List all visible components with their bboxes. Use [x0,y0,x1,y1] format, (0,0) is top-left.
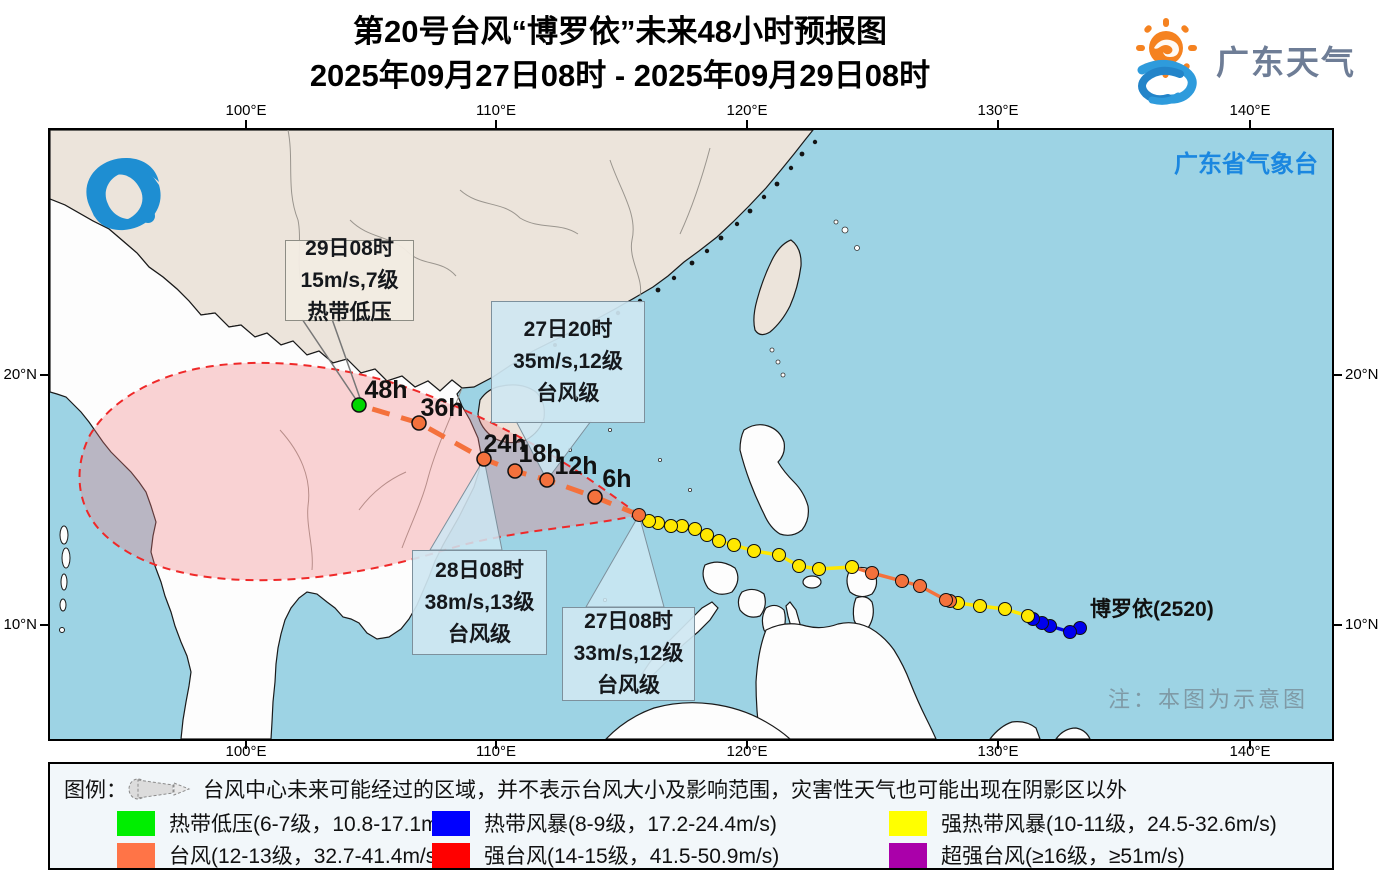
tick-bottom-120e [746,741,748,749]
track-point [712,534,726,548]
lon-label-bottom-110e: 110°E [476,743,516,760]
track-point [1063,625,1077,639]
track-point [700,528,714,542]
legend-title: 图例： [64,779,127,802]
tick-bottom-100e [245,741,247,749]
track-point [727,538,741,552]
track-point [632,508,646,522]
lon-label-top-140e: 140°E [1229,102,1271,119]
weather-brand-icon [1136,18,1197,105]
forecast-hour-label-12h: 12h [554,452,597,480]
tick-right-20n [1334,374,1342,376]
lat-label-left-10n: 10°N [3,616,37,633]
ty-label: 台风(12-13级，32.7-41.4m/s) [169,845,444,868]
legend-item-ts: 热带风暴(8-9级，17.2-24.4m/s) [432,810,777,836]
meteo-typhoon-logo-icon [86,158,161,231]
tick-left-10n [40,624,48,626]
ts-label: 热带风暴(8-9级，17.2-24.4m/s) [484,813,777,836]
tick-top-130e [997,120,999,128]
track-point [792,559,806,573]
tick-top-140e [1249,120,1251,128]
sty-swatch [432,842,470,868]
forecast-hour-label-18h: 18h [518,440,561,468]
andaman-islands [59,525,71,633]
lat-label-right-20n: 20°N [1345,366,1379,383]
land-taiwan [753,239,802,336]
forecast-point-24h [476,451,492,467]
track-point [939,593,953,607]
legend-cone-row: 图例： 台风中心未来可能经过的区域，并不表示台风大小及影响范围，灾害性天气也可能… [64,774,1127,804]
track-point [772,548,786,562]
lon-label-top-120e: 120°E [726,102,768,119]
forecast-point-6h [587,489,603,505]
lat-label-left-20n: 20°N [3,366,37,383]
track-point [865,566,879,580]
track-point [895,574,909,588]
ty-swatch [117,842,155,868]
track-point [973,599,987,613]
lon-label-top-110e: 110°E [476,102,516,119]
legend-item-sty: 强台风(14-15级，41.5-50.9m/s) [432,842,779,868]
tick-bottom-140e [1249,741,1251,749]
legend-item-ty: 台风(12-13级，32.7-41.4m/s) [117,842,443,868]
lon-label-bottom-120e: 120°E [726,743,768,760]
sty-label: 强台风(14-15级，41.5-50.9m/s) [484,845,780,868]
lon-label-bottom-140e: 140°E [1229,743,1271,760]
tick-right-10n [1334,624,1342,626]
track-point [845,560,859,574]
page-title: 第20号台风“博罗依”未来48小时预报图 2025年09月27日08时 - 20… [40,10,1200,98]
super-ty-swatch [889,842,927,868]
forecast-hour-label-36h: 36h [420,394,463,422]
callout-connectors [301,318,665,608]
forecast-hour-label-24h: 24h [483,430,526,458]
track-point [688,522,702,536]
lon-label-bottom-100e: 100°E [225,743,267,760]
legend-item-td: 热带低压(6-7级，10.8-17.1m/s) [117,810,462,836]
forecast-point-36h [411,415,427,431]
legend-item-super-ty: 超强台风(≥16级，≥51m/s) [889,842,1185,868]
track-point [998,602,1012,616]
lon-label-top-100e: 100°E [225,102,267,119]
forecast-hour-label-6h: 6h [602,465,631,493]
tick-top-120e [746,120,748,128]
legend-cone-note: 台风中心未来可能经过的区域，并不表示台风大小及影响范围，灾害性天气也可能出现在阴… [203,779,1127,802]
ts-swatch [432,810,470,836]
track-point [664,519,678,533]
brand-logo: 广东天气 [1118,12,1368,108]
forecast-point-12h [539,472,555,488]
sts-swatch [889,810,927,836]
land-indochina [49,198,482,740]
super-ty-label: 超强台风(≥16级，≥51m/s) [941,845,1185,868]
brand-name: 广东天气 [1216,44,1356,81]
track-point [812,562,826,576]
lon-label-top-130e: 130°E [977,102,1019,119]
forecast-point-18h [507,463,523,479]
track-point [913,579,927,593]
title-line1: 第20号台风“博罗依”未来48小时预报图 [353,14,887,49]
storm-name-label: 博罗依(2520) [1090,597,1214,621]
cone-legend-icon [128,778,191,800]
admin-borders [279,129,711,571]
legend-panel: 图例： 台风中心未来可能经过的区域，并不表示台风大小及影响范围，灾害性天气也可能… [48,762,1334,870]
legend-item-sts: 强热带风暴(10-11级，24.5-32.6m/s) [889,810,1277,836]
track-point [1021,609,1035,623]
lon-label-bottom-130e: 130°E [977,743,1019,760]
land-philippines [604,424,1091,740]
tick-bottom-130e [997,741,999,749]
tick-top-100e [245,120,247,128]
td-swatch [117,810,155,836]
tick-bottom-110e [495,741,497,749]
track-point [747,544,761,558]
title-line2: 2025年09月27日08时 - 2025年09月29日08时 [309,58,931,93]
forecast-map: 6h 12h 18h 24h 36h 48h 博罗依(2520) [48,128,1334,741]
lat-label-right-10n: 10°N [1345,616,1379,633]
tick-top-110e [495,120,497,128]
td-label: 热带低压(6-7级，10.8-17.1m/s) [169,813,462,836]
sts-label: 强热带风暴(10-11级，24.5-32.6m/s) [941,813,1277,836]
tick-left-20n [40,374,48,376]
forecast-point-48h [351,397,367,413]
forecast-hour-label-48h: 48h [364,376,407,404]
